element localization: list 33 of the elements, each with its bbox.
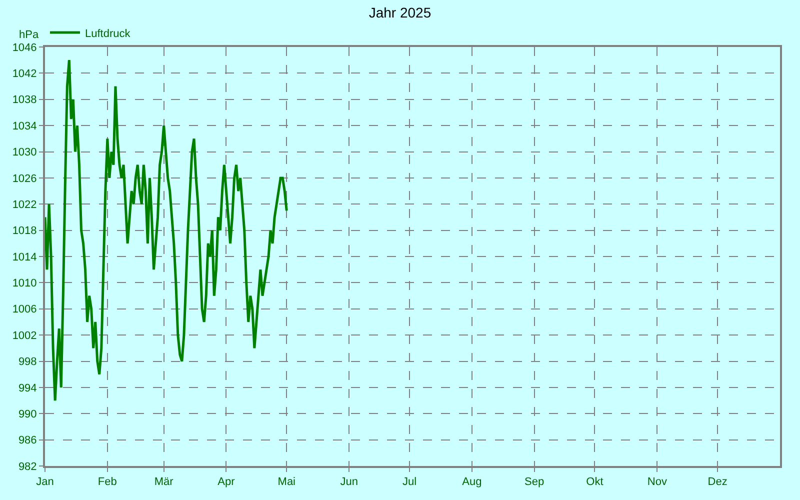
x-tick-label: Nov	[647, 476, 668, 488]
x-tick-label: Aug	[462, 476, 482, 488]
x-tick-label: Sep	[524, 476, 544, 488]
y-tick-label: 1038	[12, 94, 37, 106]
y-tick-label: 990	[18, 408, 37, 420]
legend-label: Luftdruck	[85, 28, 131, 40]
x-tick-label: Okt	[586, 476, 604, 488]
y-tick-label: 982	[18, 460, 37, 473]
y-tick-label: 1002	[12, 330, 37, 342]
x-tick-label: Mai	[278, 476, 296, 488]
y-tick-label: 998	[18, 356, 37, 368]
y-axis-title: hPa	[19, 29, 40, 41]
y-tick-label: 1042	[12, 68, 37, 80]
x-tick-label: Jul	[402, 476, 417, 488]
x-tick-label: Mär	[154, 476, 174, 488]
y-tick-label: 994	[18, 382, 37, 394]
y-tick-label: 1010	[12, 278, 37, 290]
y-tick-label: 1046	[12, 42, 37, 54]
y-tick-label: 1006	[12, 304, 37, 316]
line-series	[45, 58, 288, 402]
y-tick-label: 1026	[12, 172, 37, 185]
x-tick-label: Jan	[36, 476, 54, 488]
y-tick-label: 986	[18, 434, 37, 447]
y-tick-label: 1022	[12, 198, 37, 211]
y-tick-label: 1034	[12, 120, 37, 132]
chart-title: Jahr 2025	[368, 4, 432, 20]
x-tick-label: Feb	[98, 476, 117, 488]
y-tick-label: 1014	[12, 251, 37, 264]
x-tick-label: Jun	[340, 476, 358, 488]
y-tick-label: 1018	[12, 225, 37, 238]
y-tick-label: 1030	[12, 146, 37, 159]
x-tick-label: Dez	[708, 476, 728, 488]
x-tick-label: Apr	[218, 476, 236, 488]
